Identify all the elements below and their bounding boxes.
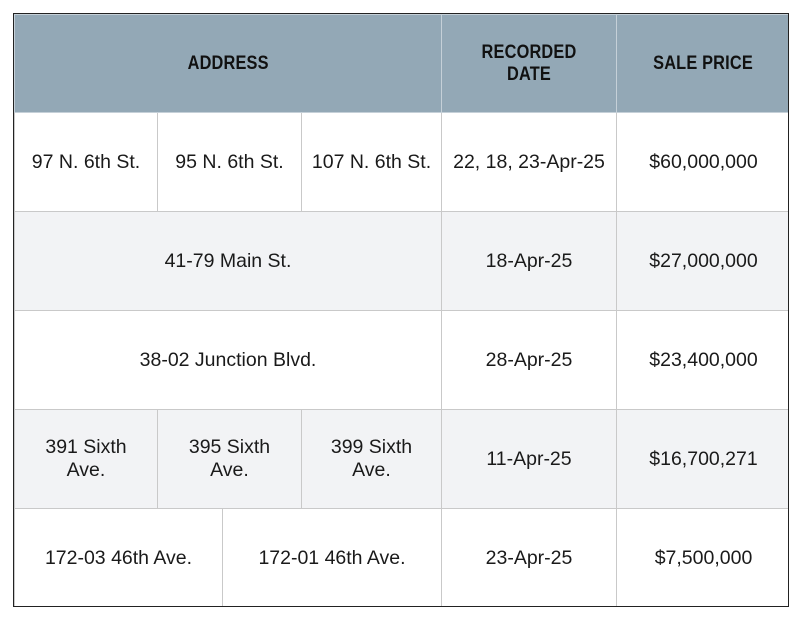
recorded-date-cell: 18-Apr-25 <box>441 211 617 311</box>
address-cell: 172-03 46th Ave. <box>14 508 223 606</box>
table-row: 41-79 Main St. 18-Apr-25 $27,000,000 <box>14 211 788 311</box>
sale-price-column-header: SALE PRICE <box>616 14 788 113</box>
recorded-date-column-header: RECORDED DATE <box>441 14 617 113</box>
address-cell: 399 Sixth Ave. <box>301 409 442 509</box>
header-row: ADDRESS RECORDED DATE SALE PRICE <box>14 14 788 113</box>
table-row: 38-02 Junction Blvd. 28-Apr-25 $23,400,0… <box>14 310 788 410</box>
address-cell: 395 Sixth Ave. <box>157 409 302 509</box>
address-cell: 41-79 Main St. <box>14 211 442 311</box>
table-row: 97 N. 6th St. 95 N. 6th St. 107 N. 6th S… <box>14 112 788 212</box>
recorded-date-cell: 22, 18, 23-Apr-25 <box>441 112 617 212</box>
sale-price-cell: $23,400,000 <box>616 310 788 410</box>
address-cell: 391 Sixth Ave. <box>14 409 158 509</box>
address-cell: 172-01 46th Ave. <box>222 508 442 606</box>
sale-price-cell: $16,700,271 <box>616 409 788 509</box>
sale-price-cell: $60,000,000 <box>616 112 788 212</box>
address-column-header: ADDRESS <box>14 14 442 113</box>
sale-price-cell: $7,500,000 <box>616 508 788 606</box>
address-cell: 97 N. 6th St. <box>14 112 158 212</box>
property-sales-table: ADDRESS RECORDED DATE SALE PRICE 97 N. 6… <box>14 14 788 606</box>
sale-price-cell: $27,000,000 <box>616 211 788 311</box>
address-cell: 95 N. 6th St. <box>157 112 302 212</box>
sales-table-container: ADDRESS RECORDED DATE SALE PRICE 97 N. 6… <box>13 13 789 607</box>
address-cell: 107 N. 6th St. <box>301 112 442 212</box>
address-cell: 38-02 Junction Blvd. <box>14 310 442 410</box>
table-row: 172-03 46th Ave. 172-01 46th Ave. 23-Apr… <box>14 508 788 606</box>
recorded-date-cell: 28-Apr-25 <box>441 310 617 410</box>
recorded-date-cell: 11-Apr-25 <box>441 409 617 509</box>
recorded-date-cell: 23-Apr-25 <box>441 508 617 606</box>
table-row: 391 Sixth Ave. 395 Sixth Ave. 399 Sixth … <box>14 409 788 509</box>
